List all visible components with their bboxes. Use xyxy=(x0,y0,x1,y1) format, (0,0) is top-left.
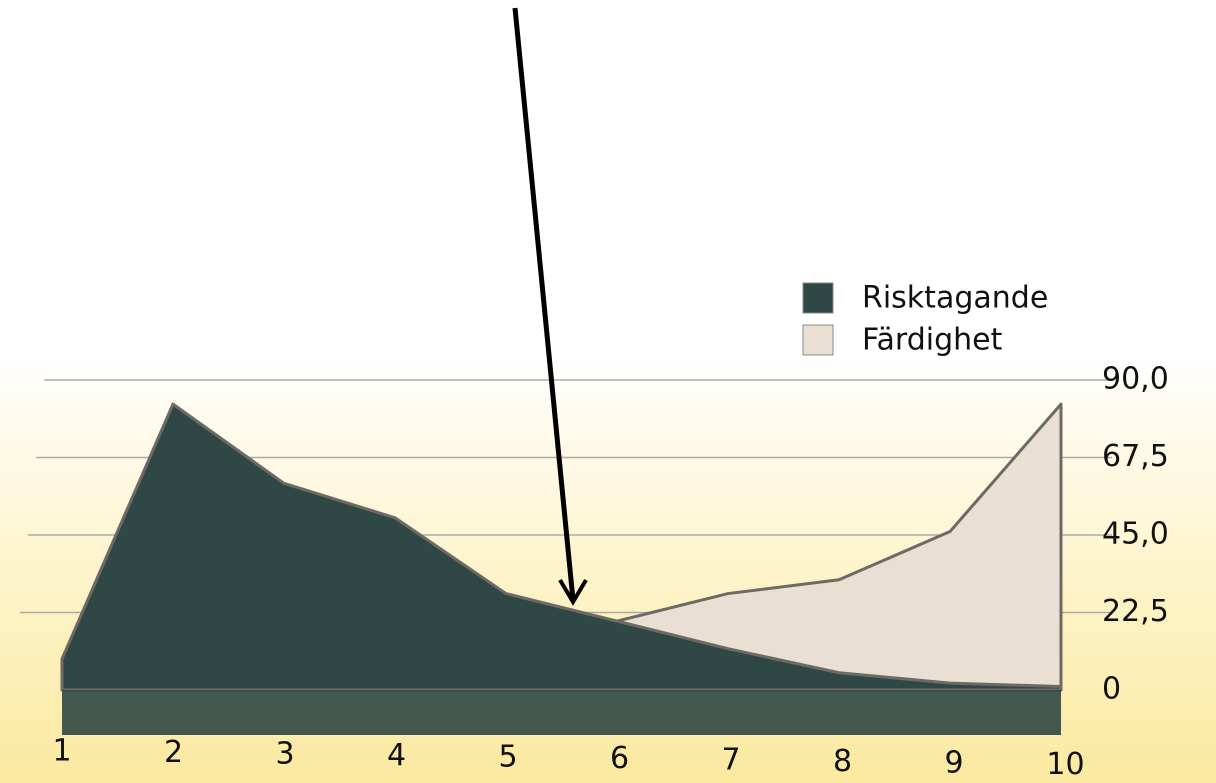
legend-swatch xyxy=(802,282,834,314)
x-tick-label: 5 xyxy=(498,740,517,775)
x-tick-label: 3 xyxy=(275,737,294,772)
x-tick-label: 1 xyxy=(52,734,71,769)
legend-label: Risktagande xyxy=(862,281,1048,316)
x-tick-label: 8 xyxy=(833,744,852,779)
legend-label: Färdighet xyxy=(862,323,1003,358)
x-tick-label: 2 xyxy=(164,735,183,770)
plot-area xyxy=(60,402,1063,735)
y-tick-label: 0 xyxy=(1102,672,1121,707)
legend: Risktagande Färdighet xyxy=(802,281,1048,358)
axis-labels: 0 22,5 45,0 67,5 90,0 1 2 3 4 5 6 7 8 9 10 xyxy=(52,362,1168,783)
area-base xyxy=(62,690,1061,735)
x-tick-label: 6 xyxy=(610,741,629,776)
legend-swatch xyxy=(802,324,834,356)
arrow-head xyxy=(558,578,588,606)
x-tick-label: 10 xyxy=(1046,747,1084,782)
y-tick-label: 22,5 xyxy=(1102,594,1169,629)
y-tick-label: 90,0 xyxy=(1102,362,1169,397)
arrow xyxy=(512,7,576,601)
y-tick-label: 67,5 xyxy=(1102,439,1169,474)
x-tick-label: 9 xyxy=(944,746,963,781)
y-tick-label: 45,0 xyxy=(1102,517,1169,552)
x-tick-label: 4 xyxy=(387,738,406,773)
x-tick-label: 7 xyxy=(721,743,740,778)
